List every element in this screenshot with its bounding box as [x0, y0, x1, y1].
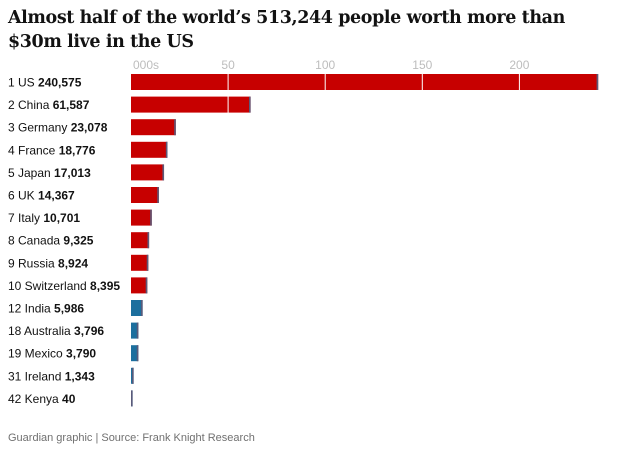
x-axis-ticks: 000s 50 100 150 200	[133, 58, 530, 72]
bar-us	[131, 74, 599, 90]
bar-china	[131, 96, 251, 113]
source-note: Guardian graphic | Source: Frank Knight …	[8, 432, 255, 444]
grid-layer	[227, 72, 520, 400]
x-axis-unit-label: 000s	[133, 58, 159, 72]
bar-edge	[131, 390, 133, 407]
bar-edge	[150, 209, 152, 226]
bar-edge	[136, 322, 139, 339]
bar-italy	[131, 209, 152, 226]
row-label-japan: 5 Japan 17,013	[8, 166, 91, 180]
bar-edge	[147, 232, 150, 249]
bar-switzerland	[131, 277, 148, 294]
bar-mexico	[131, 345, 139, 362]
row-label-france: 4 France 18,776	[8, 143, 96, 157]
bar-edge	[174, 119, 176, 136]
row-label-uk: 6 UK 14,367	[8, 189, 75, 203]
bar-edge	[249, 96, 251, 113]
row-label-ireland: 31 Ireland 1,343	[8, 369, 95, 383]
row-label-mexico: 19 Mexico 3,790	[8, 347, 96, 361]
row-label-switzerland: 10 Switzerland 8,395	[8, 279, 120, 293]
bar-russia	[131, 254, 149, 271]
x-axis-tick-label: 150	[412, 58, 432, 72]
row-label-india: 12 India 5,986	[8, 302, 84, 316]
bar-edge	[132, 367, 134, 384]
bar-australia	[131, 322, 139, 339]
bar-edge	[145, 277, 148, 294]
bar-edge	[136, 345, 139, 362]
row-label-russia: 9 Russia 8,924	[8, 256, 88, 270]
x-axis-tick-label: 50	[221, 58, 235, 72]
bar-japan	[131, 164, 165, 181]
bar-uk	[131, 187, 159, 203]
bar-chart: 000s 50 100 150 200 1 US 240,575 2 China 61,5…	[8, 58, 599, 407]
row-labels: 1 US 240,575 2 China 61,587 3 Germany 23,0…	[8, 76, 120, 406]
bar-edge	[596, 74, 599, 90]
row-label-australia: 18 Australia 3,796	[8, 324, 104, 338]
row-label-us: 1 US 240,575	[8, 76, 82, 90]
row-label-kenya: 42 Kenya 40	[8, 392, 76, 406]
bar-edge	[165, 141, 168, 158]
x-axis-tick-label: 200	[509, 58, 529, 72]
bar-germany	[131, 119, 176, 136]
row-label-italy: 7 Italy 10,701	[8, 211, 80, 225]
bar-india	[131, 300, 143, 316]
bar-edge	[146, 254, 149, 271]
row-label-china: 2 China 61,587	[8, 98, 90, 112]
bars-layer	[131, 74, 599, 407]
bar-edge	[162, 164, 165, 181]
chart-title: Almost half of the world’s 513,244 peopl…	[8, 8, 565, 52]
bar-edge	[157, 187, 159, 203]
bar-canada	[131, 232, 150, 249]
row-label-germany: 3 Germany 23,078	[8, 121, 108, 135]
bar-france	[131, 141, 168, 158]
row-label-canada: 8 Canada 9,325	[8, 234, 94, 248]
x-axis-tick-label: 100	[315, 58, 335, 72]
bar-edge	[141, 300, 143, 316]
